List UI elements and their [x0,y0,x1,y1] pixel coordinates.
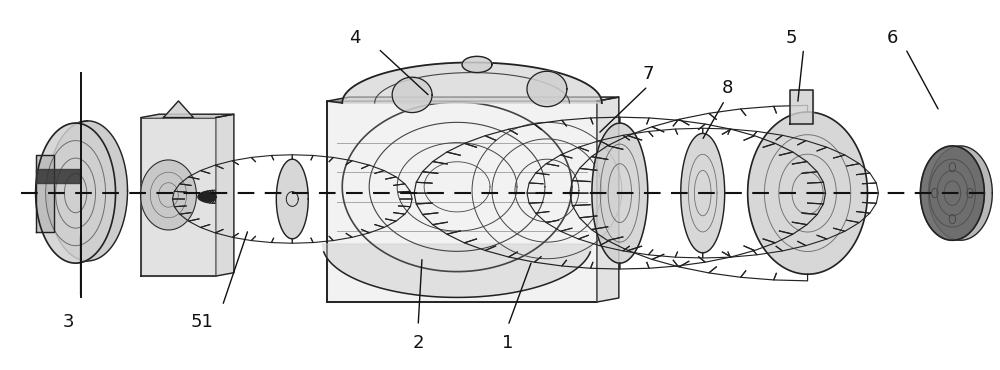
Polygon shape [920,146,984,240]
Polygon shape [141,118,216,276]
Polygon shape [327,97,619,101]
Text: 7: 7 [642,65,654,83]
Text: 2: 2 [412,334,424,352]
Text: 8: 8 [722,80,733,97]
Polygon shape [322,244,592,297]
Polygon shape [928,146,992,240]
Text: 3: 3 [63,313,74,331]
Polygon shape [327,101,597,302]
Text: 6: 6 [887,28,898,47]
Polygon shape [36,155,54,232]
Polygon shape [342,63,602,103]
Polygon shape [790,90,813,124]
Text: 51: 51 [191,313,214,331]
Polygon shape [527,71,567,107]
Text: 5: 5 [786,28,797,47]
Text: 1: 1 [502,334,514,352]
Polygon shape [276,159,308,239]
Polygon shape [141,114,234,118]
Polygon shape [597,97,619,302]
Polygon shape [36,123,116,263]
Polygon shape [392,77,432,112]
Text: 4: 4 [349,28,361,47]
Polygon shape [216,114,234,276]
Polygon shape [163,101,193,118]
Polygon shape [681,134,725,253]
Polygon shape [748,112,867,274]
Polygon shape [141,160,196,230]
Polygon shape [36,169,80,183]
Polygon shape [48,121,128,261]
Polygon shape [462,56,492,73]
Polygon shape [592,123,648,263]
